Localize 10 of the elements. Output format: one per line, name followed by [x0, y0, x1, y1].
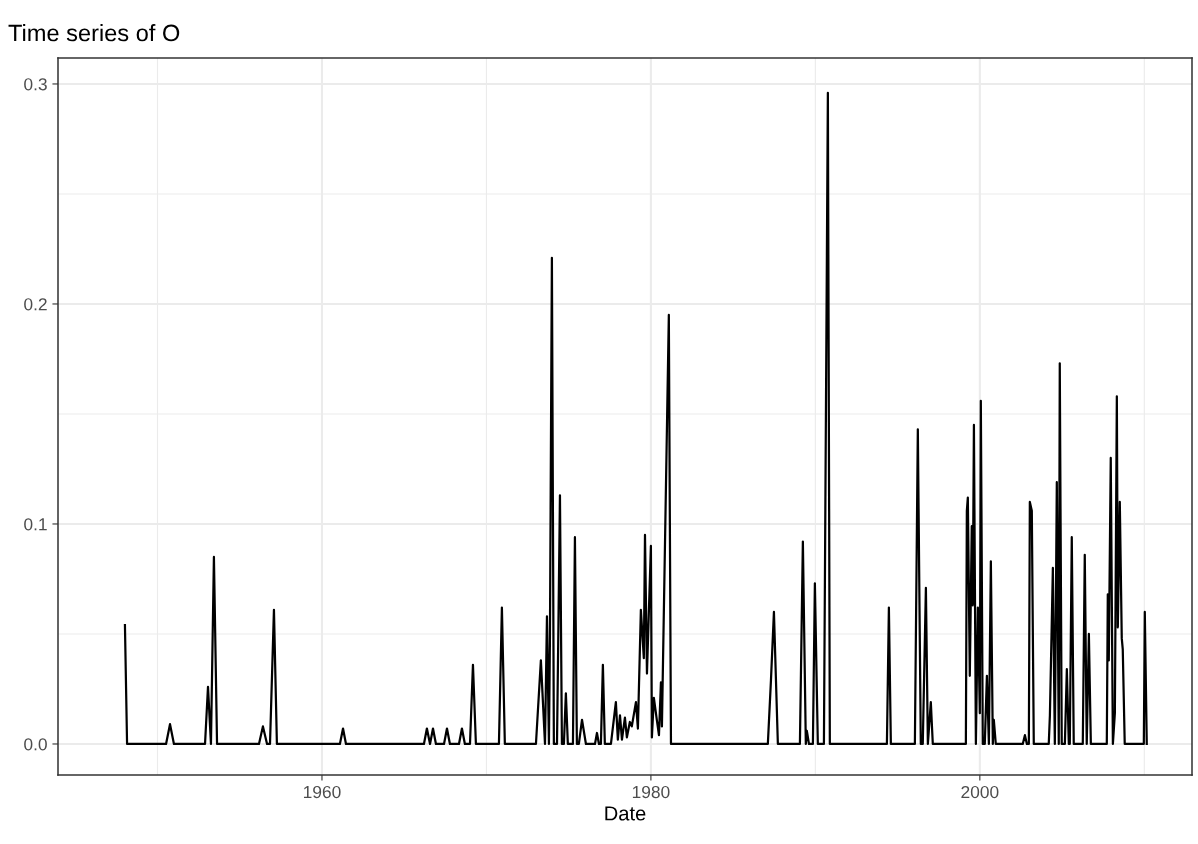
y-tick-label: 0.1: [24, 518, 47, 531]
chart-title: Time series of O: [8, 24, 180, 42]
y-tick-label: 0.0: [24, 738, 47, 751]
x-tick-label: 2000: [961, 785, 999, 799]
x-tick-label: 1980: [632, 785, 670, 799]
x-tick-label: 1960: [303, 785, 341, 799]
line-series: [123, 91, 1148, 746]
x-axis-title: Date: [605, 806, 646, 821]
y-tick-label: 0.2: [24, 298, 47, 311]
y-tick-label: 0.3: [24, 78, 47, 91]
